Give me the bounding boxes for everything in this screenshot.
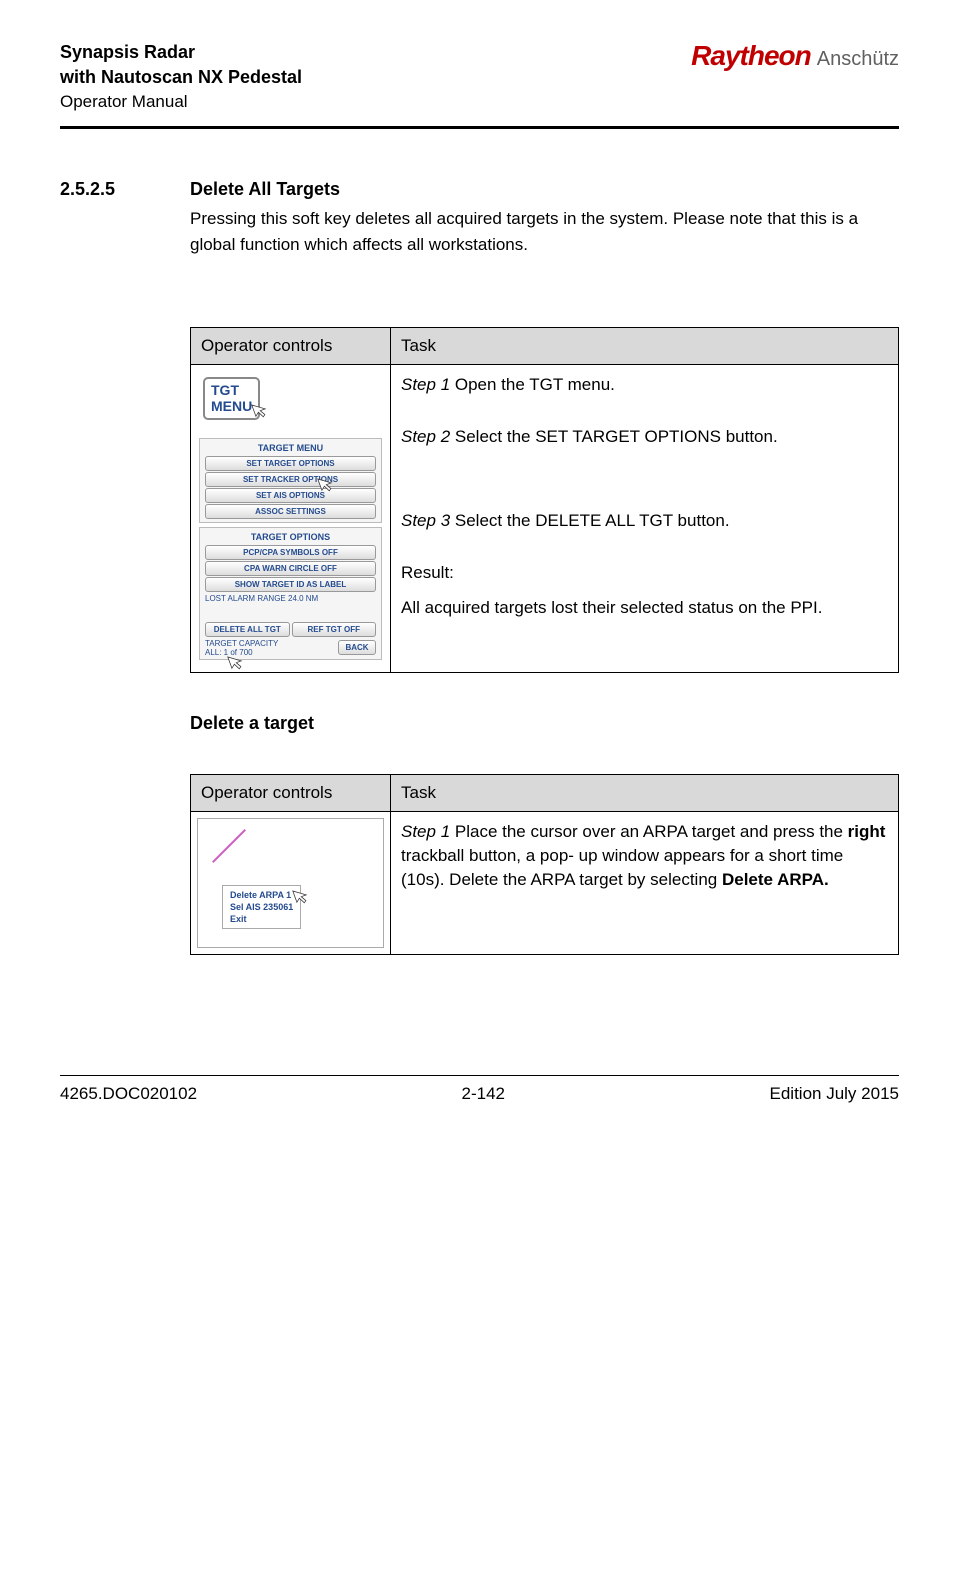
target-options-title: TARGET OPTIONS <box>202 530 379 544</box>
result-label: Result: <box>401 561 888 585</box>
set-tracker-options-button[interactable]: SET TRACKER OPTIONS <box>205 472 376 487</box>
step-1-table2: Step 1 Place the cursor over an ARPA tar… <box>401 820 888 891</box>
procedure-table-2: Operator controls Task Delete ARPA 1 Sel… <box>190 774 899 955</box>
procedure-table-1: Operator controls Task TGT MENU TARGET M… <box>190 327 899 673</box>
section-2-5-2-5: 2.5.2.5 Delete All Targets Pressing this… <box>60 179 899 297</box>
footer-page-number: 2-142 <box>462 1084 505 1104</box>
table-header-task: Task <box>391 328 899 365</box>
header-right: Raytheon Anschütz <box>691 40 899 72</box>
page-header: Synapsis Radar with Nautoscan NX Pedesta… <box>60 40 899 114</box>
controls-cell-1: TGT MENU TARGET MENU SET TARGET OPTIONS … <box>191 365 391 673</box>
target-capacity-label: TARGET CAPACITY <box>205 639 278 648</box>
table-header-controls: Operator controls <box>191 328 391 365</box>
footer-edition: Edition July 2015 <box>770 1084 899 1104</box>
step-1: Step 1 Open the TGT menu. <box>401 373 888 397</box>
doc-title-2: with Nautoscan NX Pedestal <box>60 65 302 90</box>
page-footer: 4265.DOC020102 2-142 Edition July 2015 <box>60 1084 899 1104</box>
step-3: Step 3 Select the DELETE ALL TGT button. <box>401 509 888 533</box>
delete-a-target-heading: Delete a target <box>190 713 899 734</box>
task-cell-1: Step 1 Open the TGT menu. Step 2 Select … <box>391 365 899 673</box>
step-2: Step 2 Select the SET TARGET OPTIONS but… <box>401 425 888 449</box>
section-number: 2.5.2.5 <box>60 179 190 297</box>
popup-sel-ais[interactable]: Sel AIS 235061 <box>228 901 295 913</box>
section-description: Pressing this soft key deletes all acqui… <box>190 206 899 257</box>
delete-all-tgt-button[interactable]: DELETE ALL TGT <box>205 622 290 637</box>
header-left: Synapsis Radar with Nautoscan NX Pedesta… <box>60 40 302 114</box>
popup-delete-arpa[interactable]: Delete ARPA 1 <box>228 889 295 901</box>
set-ais-options-button[interactable]: SET AIS OPTIONS <box>205 488 376 503</box>
lost-alarm-label: LOST ALARM RANGE 24.0 NM <box>202 593 379 604</box>
raytheon-logo: Raytheon <box>691 40 811 71</box>
footer-doc-id: 4265.DOC020102 <box>60 1084 197 1104</box>
anschutz-logo: Anschütz <box>817 48 899 71</box>
arpa-target-line <box>206 821 256 871</box>
assoc-settings-button[interactable]: ASSOC SETTINGS <box>205 504 376 519</box>
back-button[interactable]: BACK <box>338 640 376 655</box>
target-menu-title: TARGET MENU <box>202 441 379 455</box>
footer-rule <box>60 1075 899 1076</box>
task-cell-2: Step 1 Place the cursor over an ARPA tar… <box>391 811 899 954</box>
table-header-controls: Operator controls <box>191 774 391 811</box>
popup-exit[interactable]: Exit <box>228 913 295 925</box>
header-rule <box>60 126 899 129</box>
show-target-id-button[interactable]: SHOW TARGET ID AS LABEL <box>205 577 376 592</box>
cpa-warn-button[interactable]: CPA WARN CIRCLE OFF <box>205 561 376 576</box>
doc-title-1: Synapsis Radar <box>60 40 302 65</box>
table-header-task: Task <box>391 774 899 811</box>
controls-cell-2: Delete ARPA 1 Sel AIS 235061 Exit <box>191 811 391 954</box>
pcp-cpa-button[interactable]: PCP/CPA SYMBOLS OFF <box>205 545 376 560</box>
doc-subtitle: Operator Manual <box>60 90 302 114</box>
ref-tgt-off-button[interactable]: REF TGT OFF <box>292 622 377 637</box>
section-title: Delete All Targets <box>190 179 899 200</box>
set-target-options-button[interactable]: SET TARGET OPTIONS <box>205 456 376 471</box>
result-text: All acquired targets lost their selected… <box>401 596 888 620</box>
